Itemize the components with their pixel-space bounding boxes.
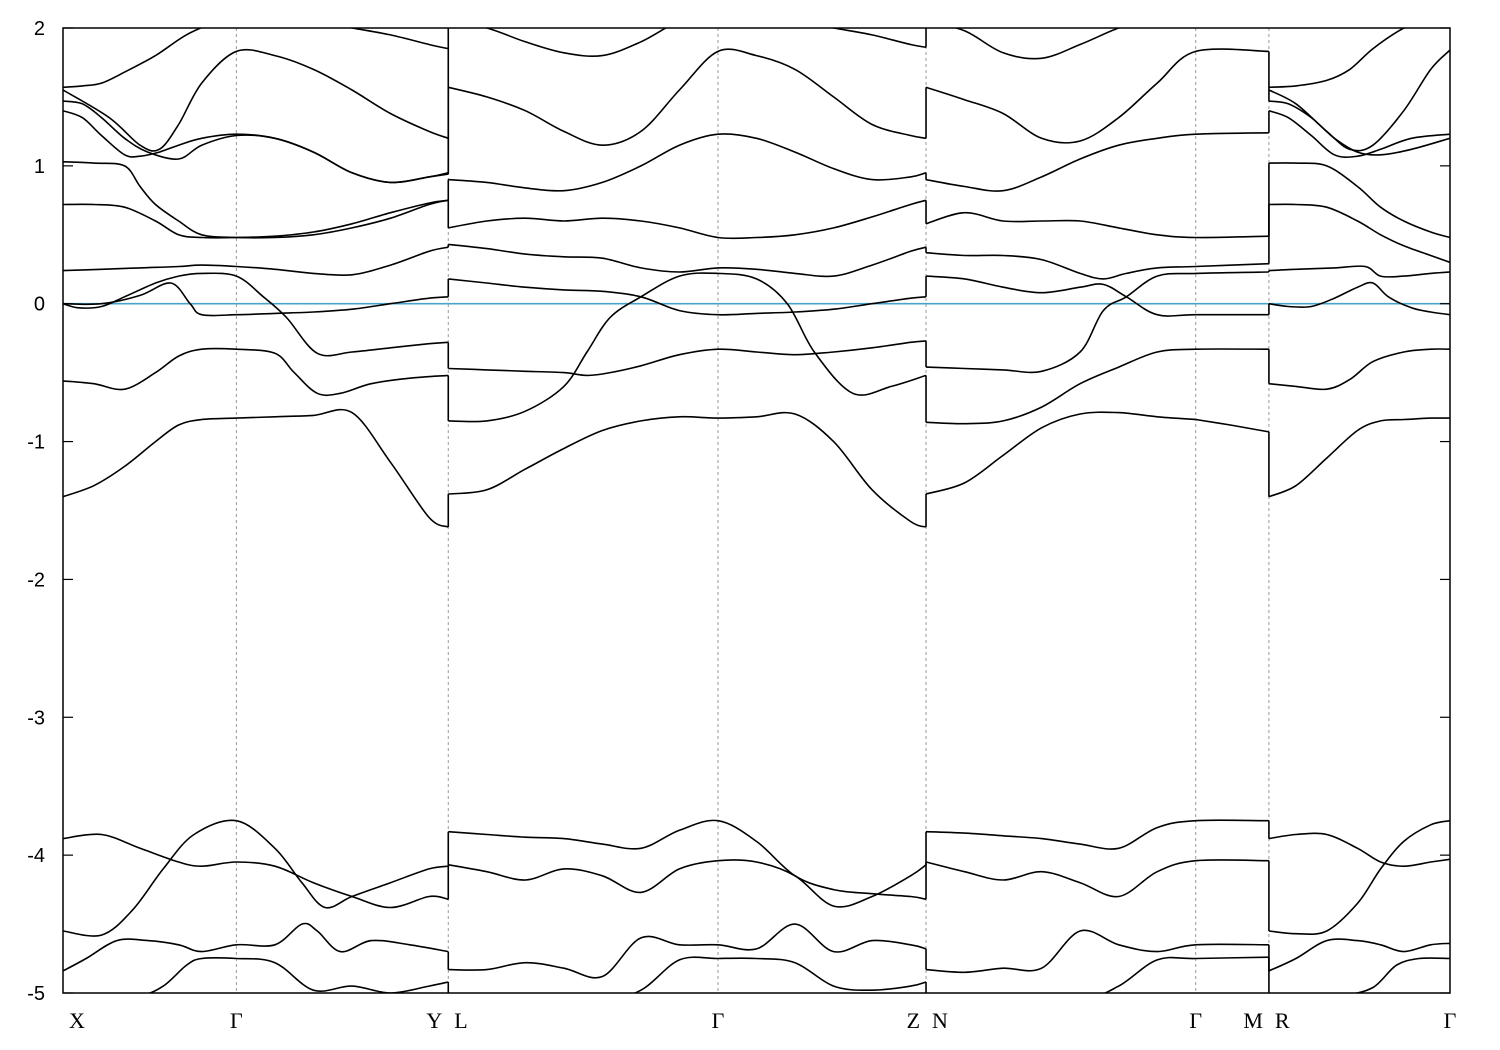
band-line-17 xyxy=(448,340,927,377)
band-line-29 xyxy=(1195,418,1270,433)
band-line-1 xyxy=(63,347,449,397)
band-line-35 xyxy=(925,132,1269,192)
band-line-32 xyxy=(925,275,1269,317)
kpoint-label-6: N xyxy=(932,1008,948,1033)
band-line-43 xyxy=(1268,348,1450,391)
kpoint-label-3: L xyxy=(454,1008,467,1033)
kpoint-label-10: Γ xyxy=(1444,1008,1457,1033)
band-line-37 xyxy=(953,28,1122,60)
y-tick-label-3: -1 xyxy=(27,432,45,454)
y-axis-ticks: 2 1 0 -1 -2 -3 -4 -5 xyxy=(27,18,1450,1005)
band-line-2 xyxy=(63,272,449,357)
band-line-28 xyxy=(925,411,1196,495)
band-line-54 xyxy=(1268,938,1450,972)
band-line-47 xyxy=(1268,162,1450,239)
band-line-9 xyxy=(63,28,449,89)
band-line-44 xyxy=(1268,281,1450,316)
band-line-51 xyxy=(1268,49,1450,152)
y-tick-label-0: 2 xyxy=(34,18,45,40)
kpoint-label-9: R xyxy=(1275,1008,1290,1033)
band-line-12 xyxy=(63,819,449,937)
kpoint-label-7: Γ xyxy=(1189,1008,1202,1033)
y-tick-label-2: 0 xyxy=(34,294,45,316)
band-line-39 xyxy=(925,859,1269,898)
band-line-3 xyxy=(63,282,449,317)
band-line-48 xyxy=(1268,109,1450,158)
kpoint-label-2: Y xyxy=(426,1008,442,1033)
kpoint-label-1: Γ xyxy=(230,1008,243,1033)
band-line-18 xyxy=(448,278,927,316)
band-line-53 xyxy=(1268,819,1450,936)
y-tick-label-4: -2 xyxy=(27,569,45,591)
band-line-33 xyxy=(925,251,1269,280)
band-line-10 xyxy=(63,48,449,152)
band-line-14 xyxy=(147,957,449,993)
band-line-13 xyxy=(63,922,449,972)
band-line-40 xyxy=(925,929,1269,974)
band-line-30 xyxy=(925,348,1269,425)
plot-frame xyxy=(62,27,1451,994)
band-line-8 xyxy=(63,100,449,184)
band-line-42 xyxy=(1268,417,1450,498)
y-tick-label-7: -5 xyxy=(27,983,45,1005)
band-line-52 xyxy=(1268,832,1450,868)
band-line-24 xyxy=(448,819,927,901)
band-line-23 xyxy=(483,28,927,58)
y-tick-label-1: 1 xyxy=(34,156,45,178)
y-tick-label-6: -4 xyxy=(27,845,45,867)
band-line-50 xyxy=(1268,28,1406,89)
y-tick-label-5: -3 xyxy=(27,707,45,729)
band-line-22 xyxy=(448,48,927,147)
band-line-25 xyxy=(448,859,927,908)
band-line-41 xyxy=(1103,956,1269,993)
band-line-49 xyxy=(1268,100,1450,156)
band-line-21 xyxy=(448,133,927,192)
kpoint-label-5: Z xyxy=(907,1008,920,1033)
band-line-38 xyxy=(925,819,1269,850)
kpoint-label-4: Γ xyxy=(712,1008,725,1033)
band-line-26 xyxy=(448,923,927,979)
band-lines xyxy=(63,28,1450,993)
band-line-31 xyxy=(925,271,1269,374)
band-line-46 xyxy=(1268,203,1450,264)
band-line-27 xyxy=(633,956,927,993)
band-line-16 xyxy=(448,272,927,423)
kpoint-label-0: X xyxy=(69,1008,85,1033)
band-line-11 xyxy=(63,833,449,909)
band-line-4 xyxy=(63,246,449,277)
band-line-20 xyxy=(448,199,927,240)
band-line-6 xyxy=(63,160,449,239)
band-line-45 xyxy=(1268,265,1450,278)
band-line-15 xyxy=(448,411,927,528)
band-line-19 xyxy=(448,243,927,278)
band-line-55 xyxy=(1353,957,1450,993)
kpoint-label-8: M xyxy=(1243,1008,1263,1033)
band-line-34 xyxy=(925,211,1269,239)
band-line-0 xyxy=(63,408,449,528)
band-line-36 xyxy=(925,48,1269,144)
